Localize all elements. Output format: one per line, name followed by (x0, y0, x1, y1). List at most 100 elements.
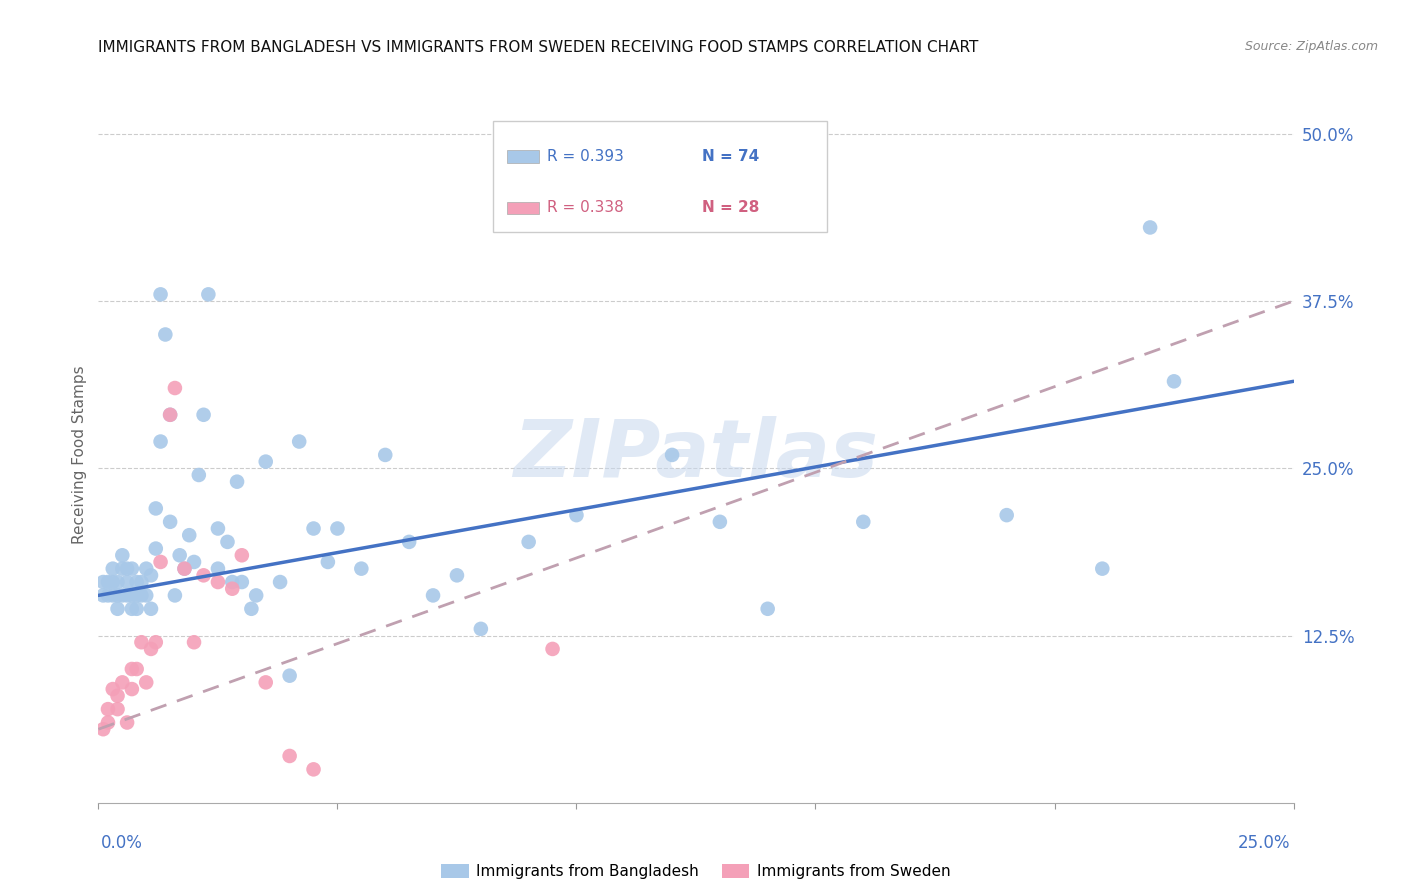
FancyBboxPatch shape (508, 202, 540, 214)
Point (107, 602, 129, 616)
Point (183, 635, 205, 649)
Point (207, 562, 229, 576)
Point (207, 575, 229, 590)
Point (91, 589, 114, 603)
Point (179, 528, 201, 542)
Point (326, 521, 349, 535)
Legend: Immigrants from Bangladesh, Immigrants from Sweden: Immigrants from Bangladesh, Immigrants f… (434, 858, 957, 886)
Point (446, 568, 468, 582)
Point (125, 589, 148, 603)
Text: 0.0%: 0.0% (101, 834, 143, 852)
Point (187, 468, 209, 483)
Point (278, 669, 301, 683)
Point (565, 508, 588, 523)
Point (121, 662, 143, 676)
Point (97, 575, 120, 590)
Point (101, 575, 124, 590)
Point (159, 408, 181, 422)
Point (101, 589, 124, 603)
Point (111, 589, 134, 603)
Point (254, 675, 277, 690)
Text: R = 0.338: R = 0.338 (547, 201, 623, 215)
Point (1139, 220, 1161, 235)
Point (131, 575, 153, 590)
Point (269, 575, 291, 590)
Text: IMMIGRANTS FROM BANGLADESH VS IMMIGRANTS FROM SWEDEN RECEIVING FOOD STAMPS CORRE: IMMIGRANTS FROM BANGLADESH VS IMMIGRANTS… (98, 40, 979, 55)
Text: ZIPatlas: ZIPatlas (513, 416, 879, 494)
Point (231, 548, 253, 563)
Point (541, 642, 564, 657)
Point (115, 589, 138, 603)
Text: R = 0.393: R = 0.393 (547, 149, 623, 164)
Point (145, 635, 167, 649)
Point (135, 589, 157, 603)
FancyBboxPatch shape (508, 151, 540, 163)
Point (115, 715, 138, 730)
Point (125, 602, 148, 616)
Point (316, 555, 339, 569)
Point (231, 575, 253, 590)
Point (661, 448, 683, 462)
Point (107, 702, 129, 716)
Point (159, 408, 181, 422)
Point (155, 327, 177, 342)
Y-axis label: Receiving Food Stamps: Receiving Food Stamps (72, 366, 87, 544)
Point (193, 408, 215, 422)
Point (121, 602, 143, 616)
Point (183, 555, 205, 569)
Point (131, 589, 153, 603)
Point (709, 515, 731, 529)
Point (207, 521, 229, 535)
Point (169, 548, 191, 563)
Point (107, 575, 129, 590)
Point (302, 521, 325, 535)
Point (517, 535, 540, 549)
Point (245, 589, 267, 603)
Point (149, 555, 172, 569)
Point (995, 508, 1018, 523)
Point (221, 575, 243, 590)
Point (149, 287, 172, 301)
Point (115, 575, 138, 590)
Point (139, 568, 162, 582)
Point (217, 535, 239, 549)
Point (756, 602, 779, 616)
Point (422, 589, 444, 603)
Point (1091, 562, 1114, 576)
Text: 25.0%: 25.0% (1239, 834, 1291, 852)
Point (1163, 375, 1185, 389)
Text: N = 74: N = 74 (702, 149, 759, 164)
Text: Source: ZipAtlas.com: Source: ZipAtlas.com (1244, 40, 1378, 54)
Point (97, 715, 120, 730)
Point (350, 562, 373, 576)
Point (135, 675, 157, 690)
Point (254, 455, 277, 469)
Point (121, 589, 143, 603)
FancyBboxPatch shape (494, 121, 828, 232)
Point (145, 541, 167, 556)
Point (193, 568, 215, 582)
Point (101, 562, 124, 576)
Point (374, 448, 396, 462)
Point (91, 575, 114, 590)
Point (221, 582, 243, 596)
Point (111, 675, 134, 690)
Point (131, 635, 153, 649)
Point (163, 381, 186, 395)
Point (302, 762, 325, 776)
Point (107, 589, 129, 603)
Point (240, 602, 263, 616)
Point (101, 681, 124, 696)
Point (197, 287, 219, 301)
Point (173, 562, 195, 576)
Point (121, 681, 143, 696)
Point (135, 562, 157, 576)
Point (398, 535, 420, 549)
Point (97, 589, 120, 603)
Point (115, 562, 138, 576)
Point (107, 689, 129, 703)
Text: N = 28: N = 28 (702, 201, 759, 215)
Point (111, 562, 134, 576)
Point (159, 515, 181, 529)
Point (91, 723, 114, 737)
